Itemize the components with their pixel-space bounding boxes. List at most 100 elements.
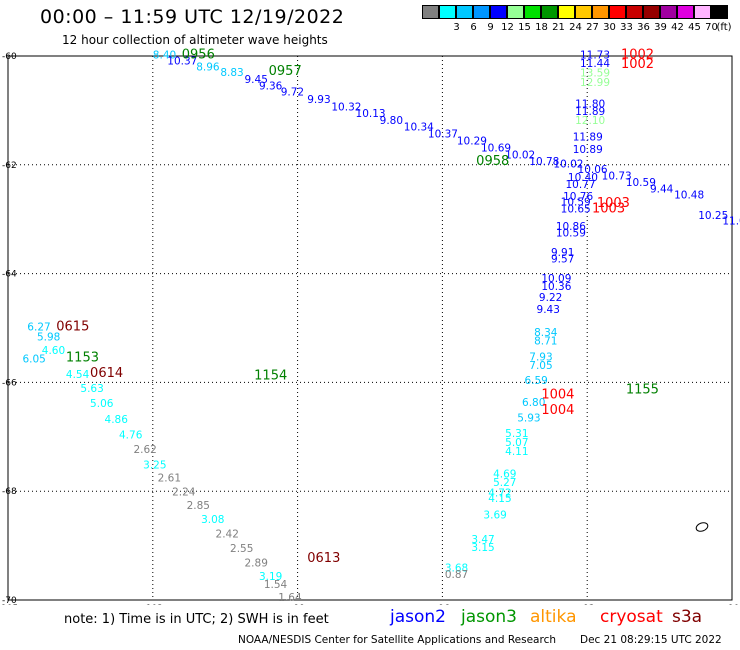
wave-height-value: 10.06 <box>578 164 608 176</box>
colorbar-swatch <box>677 5 694 19</box>
wave-height-value: 5.27 <box>493 477 516 489</box>
colorbar-label: 3 <box>453 22 460 33</box>
wave-height-value: 4.76 <box>119 429 143 441</box>
wave-height-value: 3.47 <box>471 534 494 546</box>
wave-height-value: 2.55 <box>230 543 253 555</box>
wave-height-value: 4.69 <box>493 469 516 481</box>
wave-height-value: 10.65 <box>561 204 591 216</box>
track-time-label: 1004 <box>541 403 574 418</box>
wave-height-value: 8.71 <box>534 335 557 347</box>
wave-height-value: 9.43 <box>537 304 560 316</box>
colorbar-label: 39 <box>654 22 667 33</box>
wave-height-value: 11.89 <box>575 106 605 118</box>
wave-height-value: 3.08 <box>201 514 224 526</box>
wave-height-value: 13.59 <box>580 68 610 80</box>
colorbar-label: 9 <box>487 22 494 33</box>
footnote: note: 1) Time is in UTC; 2) SWH is in fe… <box>64 612 329 627</box>
satellite-s3a: s3a <box>672 607 703 627</box>
track-time-label: 0958 <box>476 154 509 169</box>
lon-tick-label: -93 <box>580 604 595 605</box>
wave-height-value: 9.93 <box>307 94 330 106</box>
track-time-label: 1003 <box>592 202 625 217</box>
wave-height-value: 8.83 <box>220 67 243 79</box>
colorbar-swatch <box>456 5 473 19</box>
colorbar-swatch <box>473 5 490 19</box>
wave-height-value: 9.72 <box>281 87 304 99</box>
track-time-label: 1003 <box>597 196 630 211</box>
lon-tick-label: -90 <box>725 604 740 605</box>
wave-height-value: 10.25 <box>698 210 728 222</box>
colorbar-swatch <box>694 5 711 19</box>
wave-height-value: 10.29 <box>457 136 487 148</box>
wave-height-value: 10.34 <box>404 122 434 134</box>
track-time-label: 0614 <box>90 366 123 381</box>
colorbar-label: 30 <box>603 22 616 33</box>
wave-height-value: 10.37 <box>428 129 458 141</box>
wave-height-value: 9.45 <box>245 74 268 86</box>
colorbar-label: 45 <box>688 22 701 33</box>
wave-height-value: 10.48 <box>674 190 704 202</box>
wave-height-value: 2.24 <box>172 487 196 499</box>
colorbar-swatch <box>558 5 575 19</box>
wave-height-value: 11.73 <box>580 50 610 62</box>
wave-height-value: 11.44 <box>580 58 610 70</box>
colorbar-unit: (ft) <box>716 22 732 33</box>
colorbar-swatch <box>643 5 660 19</box>
colorbar-swatch <box>541 5 558 19</box>
wave-height-value: 5.06 <box>90 398 114 410</box>
wave-height-value: 10.13 <box>356 108 386 120</box>
colorbar-label: 42 <box>671 22 684 33</box>
wave-height-value: 9.36 <box>259 81 283 93</box>
satellite-jason3: jason3 <box>461 607 517 627</box>
satellite-altika: altika <box>530 607 577 627</box>
wave-height-value: 10.36 <box>541 281 571 293</box>
colorbar-label: 12 <box>501 22 514 33</box>
wave-height-value: 5.93 <box>517 413 540 425</box>
lat-tick-label: -60 <box>2 52 17 62</box>
map-frame <box>7 55 733 601</box>
lat-tick-label: -68 <box>2 487 17 497</box>
wave-height-value: 2.62 <box>133 444 156 456</box>
wave-height-value: 6.80 <box>522 397 545 409</box>
colorbar-swatch <box>660 5 677 19</box>
wave-height-value: 3.25 <box>143 459 166 471</box>
colorbar-swatch <box>507 5 524 19</box>
wave-height-value: 10.59 <box>561 197 591 209</box>
colorbar-swatch <box>524 5 541 19</box>
wave-height-value: 10.73 <box>602 170 632 182</box>
wave-height-value: 10.09 <box>541 273 571 285</box>
wave-height-value: 10.02 <box>505 149 535 161</box>
track-time-label: 1004 <box>541 388 574 403</box>
colorbar-swatch <box>575 5 592 19</box>
wave-height-value: 9.80 <box>380 115 403 127</box>
wave-height-value: 3.19 <box>259 571 282 583</box>
colorbar-label: 27 <box>586 22 599 33</box>
lon-tick-label: -105 <box>0 604 18 605</box>
lon-tick-label: -99 <box>290 604 305 605</box>
wave-height-value: 10.02 <box>553 159 583 171</box>
track-time-label: 0956 <box>182 48 215 63</box>
wave-height-value: 10.59 <box>626 177 656 189</box>
wave-height-value: 10.76 <box>563 191 593 203</box>
island-outline <box>695 522 709 532</box>
colorbar-label: 24 <box>569 22 582 33</box>
wave-height-value: 4.15 <box>488 493 511 505</box>
wave-height-value: 9.91 <box>551 247 574 259</box>
page-subtitle: 12 hour collection of altimeter wave hei… <box>62 33 328 47</box>
track-time-label: 0613 <box>307 551 340 566</box>
wave-height-value: 10.59 <box>556 228 586 240</box>
lon-tick-label: -102 <box>143 604 163 605</box>
colorbar-label: 18 <box>535 22 548 33</box>
wave-height-value: 8.40 <box>153 50 176 62</box>
wave-height-value: 2.42 <box>216 528 239 540</box>
wave-height-value: 9.57 <box>551 254 574 266</box>
wave-height-value: 11.89 <box>573 131 603 143</box>
map-plot: -105 -102 -99 -96 -93 -90 -60 -62 -64 -66 -68 -70 8.… <box>0 48 740 605</box>
wave-height-value: 12.10 <box>575 115 605 127</box>
wave-height-value: 1.54 <box>264 579 288 591</box>
credit-line: NOAA/NESDIS Center for Satellite Applica… <box>238 634 556 646</box>
colorbar-swatch <box>626 5 643 19</box>
page-title: 00:00 – 11:59 UTC 12/19/2022 <box>40 6 345 28</box>
colorbar-swatch <box>711 5 728 19</box>
lat-tick-label: -62 <box>2 161 17 171</box>
